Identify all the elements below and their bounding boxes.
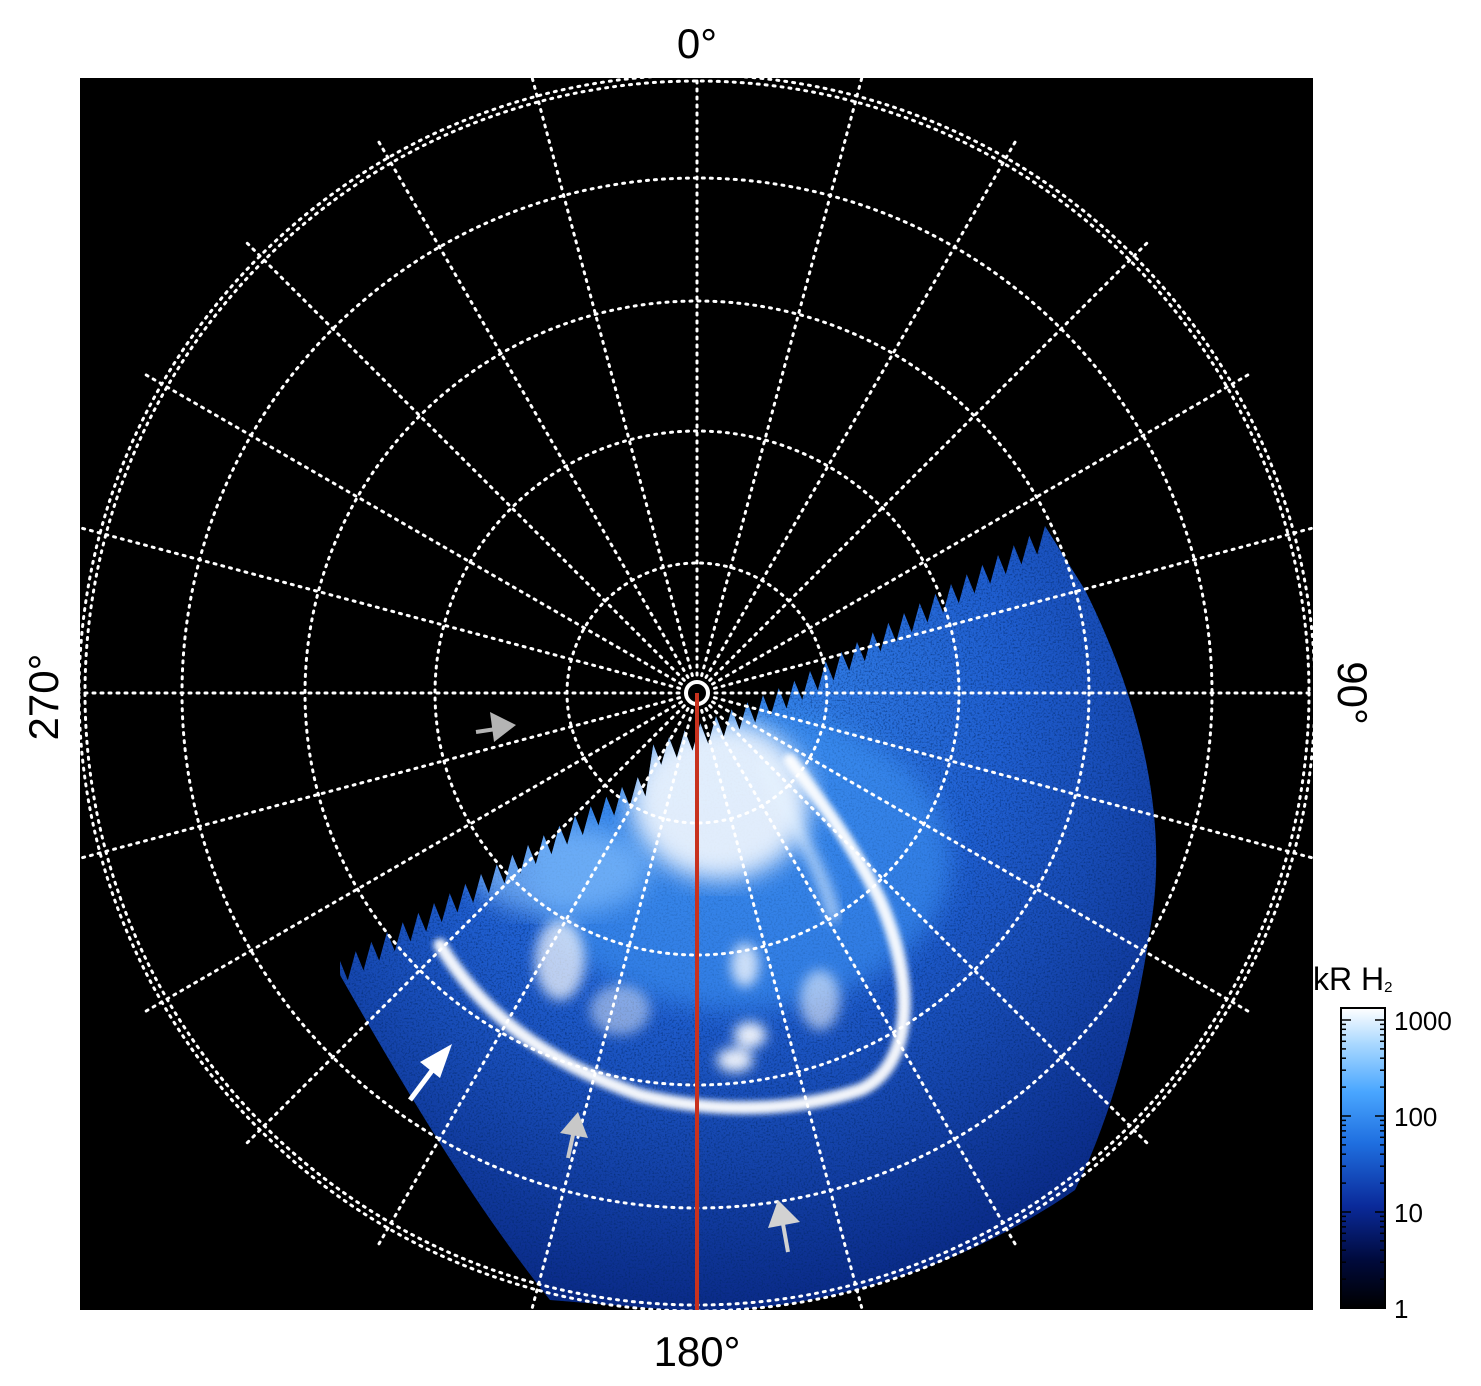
meridian-line-60 bbox=[711, 371, 1253, 686]
meridian-line-150 bbox=[704, 707, 1019, 1249]
colorbar-tick-label-10: 10 bbox=[1394, 1198, 1423, 1228]
longitude-label-left: 270° bbox=[20, 654, 67, 741]
meridian-line-15 bbox=[700, 78, 864, 678]
meridian-line-120 bbox=[711, 700, 1253, 1015]
meridian-line-105 bbox=[712, 696, 1313, 860]
meridian-line-210 bbox=[375, 707, 690, 1249]
meridian-line-225 bbox=[242, 704, 686, 1148]
meridian-line-285 bbox=[80, 526, 682, 690]
colorbar: kR H2 1000 100 10 1 bbox=[1313, 961, 1452, 1324]
meridian-line-240 bbox=[141, 700, 683, 1015]
meridian-line-345 bbox=[530, 78, 694, 678]
meridian-line-300 bbox=[141, 371, 683, 686]
colorbar-title: kR H2 bbox=[1313, 961, 1392, 997]
colorbar-tick-label-1: 1 bbox=[1394, 1294, 1408, 1324]
longitude-label-top: 0° bbox=[677, 20, 717, 67]
gray-arrow-annotation-1 bbox=[475, 712, 516, 742]
meridian-line-135 bbox=[708, 704, 1152, 1148]
white-arrow-annotation bbox=[408, 1044, 452, 1102]
meridian-line-255 bbox=[80, 696, 682, 860]
gray-arrow-annotation-3 bbox=[768, 1200, 800, 1253]
polar-emission-features bbox=[535, 920, 840, 1072]
meridian-line-75 bbox=[712, 526, 1313, 690]
meridian-line-330 bbox=[375, 137, 690, 679]
main-auroral-oval bbox=[433, 753, 911, 1115]
meridian-line-165 bbox=[700, 708, 864, 1310]
meridian-line-195 bbox=[530, 708, 694, 1310]
colorbar-gradient bbox=[1340, 1007, 1386, 1309]
longitude-label-bottom: 180° bbox=[654, 1328, 741, 1375]
meridian-line-45 bbox=[708, 238, 1152, 682]
meridian-line-315 bbox=[242, 238, 686, 682]
colorbar-ticks bbox=[1341, 1019, 1385, 1309]
colorbar-tick-label-1000: 1000 bbox=[1394, 1006, 1452, 1036]
colorbar-tick-label-100: 100 bbox=[1394, 1102, 1437, 1132]
meridian-line-30 bbox=[704, 137, 1019, 679]
gray-arrow-annotation-2 bbox=[560, 1112, 588, 1159]
longitude-label-right: 90° bbox=[1329, 661, 1376, 725]
